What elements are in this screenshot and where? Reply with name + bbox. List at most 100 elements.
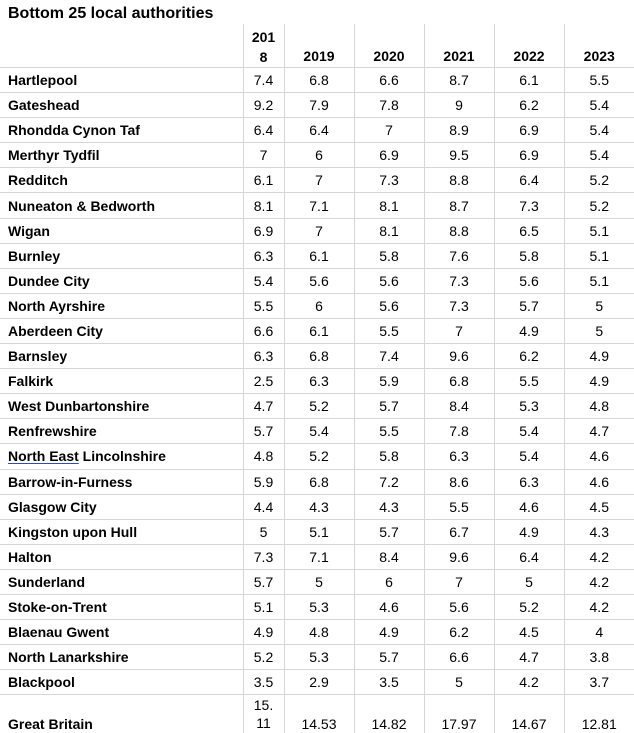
header-2021[interactable]: 2021 — [424, 24, 495, 68]
row-value-2020[interactable]: 7 — [354, 117, 425, 143]
row-name-cell[interactable]: Kingston upon Hull — [0, 519, 244, 545]
row-name-cell[interactable]: West Dunbartonshire — [0, 393, 244, 419]
row-value-2018[interactable]: 4.9 — [242, 619, 285, 645]
row-value-2022[interactable]: 6.5 — [494, 218, 565, 244]
row-name-cell[interactable]: North Lanarkshire — [0, 644, 244, 670]
row-value-2019[interactable]: 6.3 — [284, 368, 355, 394]
row-value-2020[interactable]: 5.6 — [354, 268, 425, 294]
row-value-2019[interactable]: 5.6 — [284, 268, 355, 294]
row-value-2022[interactable]: 4.6 — [494, 494, 565, 520]
row-value-2019[interactable]: 5.4 — [284, 418, 355, 444]
row-name-cell[interactable]: Blaenau Gwent — [0, 619, 244, 645]
row-value-2019[interactable]: 7 — [284, 167, 355, 193]
row-value-2022[interactable]: 6.4 — [494, 544, 565, 570]
row-value-2023[interactable]: 4.6 — [589, 448, 609, 465]
row-value-2020[interactable]: 6.9 — [354, 142, 425, 168]
row-value-2022[interactable]: 4.7 — [494, 644, 565, 670]
row-value-2020[interactable]: 5.7 — [354, 519, 425, 545]
row-value-2022[interactable]: 5.7 — [494, 293, 565, 319]
row-value-2023[interactable]: 3.7 — [589, 674, 609, 691]
row-value-2021[interactable]: 6.3 — [424, 443, 495, 469]
row-value-2020[interactable]: 5.6 — [354, 293, 425, 319]
row-name-cell[interactable]: North Ayrshire — [0, 293, 244, 319]
row-name-cell[interactable]: Blackpool — [0, 669, 244, 695]
row-name-cell[interactable]: Burnley — [0, 243, 244, 269]
row-value-2018[interactable]: 3.5 — [242, 669, 285, 695]
row-value-2020[interactable]: 4.3 — [354, 494, 425, 520]
row-value-2021[interactable]: 7.3 — [424, 268, 495, 294]
row-name-cell[interactable]: Aberdeen City — [0, 318, 244, 344]
row-name-cell[interactable]: North East Lincolnshire — [0, 443, 244, 469]
row-value-2022[interactable]: 5.4 — [494, 418, 565, 444]
row-value-2018[interactable]: 4.7 — [242, 393, 285, 419]
row-value-2018[interactable]: 5.9 — [242, 469, 285, 495]
row-value-2020[interactable]: 6 — [354, 569, 425, 595]
row-value-2023[interactable]: 4.2 — [589, 599, 609, 616]
row-value-2021[interactable]: 8.9 — [424, 117, 495, 143]
row-value-2021[interactable]: 9 — [424, 92, 495, 118]
row-value-2018[interactable]: 6.3 — [242, 243, 285, 269]
row-value-2021[interactable]: 7 — [424, 569, 495, 595]
header-2023[interactable]: 2023 — [583, 48, 615, 64]
row-name-cell[interactable]: Rhondda Cynon Taf — [0, 117, 244, 143]
footer-value-2021[interactable]: 17.97 — [424, 694, 495, 733]
row-value-2022[interactable]: 6.9 — [494, 117, 565, 143]
row-name-cell[interactable]: Stoke-on-Trent — [0, 594, 244, 620]
row-value-2021[interactable]: 7.8 — [424, 418, 495, 444]
row-name-cell[interactable]: Dundee City — [0, 268, 244, 294]
row-value-2019[interactable]: 6.1 — [284, 318, 355, 344]
row-value-2020[interactable]: 4.6 — [354, 594, 425, 620]
row-value-2021[interactable]: 5.5 — [424, 494, 495, 520]
row-value-2023[interactable]: 3.8 — [589, 649, 609, 666]
footer-value-2019[interactable]: 14.53 — [284, 694, 355, 733]
row-value-2021[interactable]: 8.7 — [424, 192, 495, 219]
row-value-2022[interactable]: 4.5 — [494, 619, 565, 645]
header-2020[interactable]: 2020 — [354, 24, 425, 68]
row-value-2020[interactable]: 5.5 — [354, 418, 425, 444]
row-value-2021[interactable]: 8.7 — [424, 67, 495, 93]
row-value-2018[interactable]: 5.7 — [242, 418, 285, 444]
row-value-2019[interactable]: 7.9 — [284, 92, 355, 118]
footer-value-2020[interactable]: 14.82 — [354, 694, 425, 733]
row-value-2019[interactable]: 7.1 — [284, 544, 355, 570]
row-value-2018[interactable]: 6.3 — [242, 343, 285, 369]
row-value-2023[interactable]: 5.2 — [589, 197, 609, 214]
row-value-2018[interactable]: 7.3 — [242, 544, 285, 570]
row-value-2019[interactable]: 6.1 — [284, 243, 355, 269]
header-2022[interactable]: 2022 — [494, 24, 565, 68]
row-value-2018[interactable]: 7 — [242, 142, 285, 168]
row-value-2019[interactable]: 5.1 — [284, 519, 355, 545]
row-value-2022[interactable]: 5.6 — [494, 268, 565, 294]
row-value-2023[interactable]: 4.3 — [589, 523, 609, 540]
row-value-2023[interactable]: 4.9 — [589, 348, 609, 365]
row-value-2019[interactable]: 7 — [284, 218, 355, 244]
row-value-2019[interactable]: 4.3 — [284, 494, 355, 520]
row-value-2022[interactable]: 5.2 — [494, 594, 565, 620]
row-value-2018[interactable]: 4.4 — [242, 494, 285, 520]
row-name-cell[interactable]: Barnsley — [0, 343, 244, 369]
row-value-2023[interactable]: 5 — [595, 297, 604, 314]
row-value-2020[interactable]: 5.9 — [354, 368, 425, 394]
row-value-2023[interactable]: 5.4 — [589, 122, 609, 139]
row-value-2022[interactable]: 4.9 — [494, 519, 565, 545]
row-value-2019[interactable]: 5.2 — [284, 393, 355, 419]
row-value-2020[interactable]: 8.4 — [354, 544, 425, 570]
row-value-2019[interactable]: 5.3 — [284, 644, 355, 670]
row-value-2020[interactable]: 5.7 — [354, 393, 425, 419]
row-value-2021[interactable]: 5.6 — [424, 594, 495, 620]
row-value-2022[interactable]: 6.2 — [494, 343, 565, 369]
row-value-2019[interactable]: 2.9 — [284, 669, 355, 695]
header-2018[interactable]: 2018 — [242, 24, 285, 68]
row-value-2018[interactable]: 6.6 — [242, 318, 285, 344]
row-value-2022[interactable]: 4.2 — [494, 669, 565, 695]
row-value-2022[interactable]: 5.4 — [494, 443, 565, 469]
row-value-2018[interactable]: 5.1 — [242, 594, 285, 620]
row-value-2022[interactable]: 5.5 — [494, 368, 565, 394]
row-value-2023[interactable]: 4.7 — [589, 423, 609, 440]
row-value-2018[interactable]: 9.2 — [242, 92, 285, 118]
row-name-cell[interactable]: Barrow-in-Furness — [0, 469, 244, 495]
row-value-2019[interactable]: 6 — [284, 293, 355, 319]
row-value-2023[interactable]: 4.5 — [589, 498, 609, 515]
row-value-2018[interactable]: 2.5 — [242, 368, 285, 394]
row-value-2022[interactable]: 6.2 — [494, 92, 565, 118]
